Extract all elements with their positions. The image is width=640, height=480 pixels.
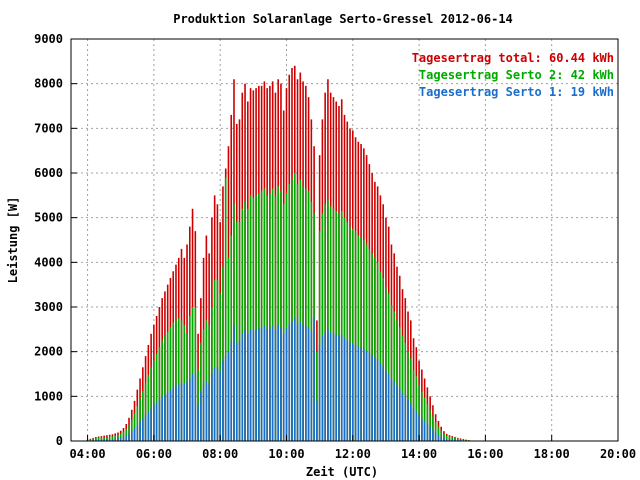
x-tick-label: 12:00 bbox=[335, 447, 371, 461]
y-tick-label: 2000 bbox=[34, 345, 63, 359]
y-tick-label: 3000 bbox=[34, 300, 63, 314]
x-tick-label: 14:00 bbox=[401, 447, 437, 461]
x-tick-label: 04:00 bbox=[70, 447, 106, 461]
x-tick-labels: 04:00 06:00 08:00 10:00 12:00 14:00 16:00 18:00… bbox=[70, 447, 637, 461]
chart-title: Produktion Solaranlage Serto-Gressel 201… bbox=[173, 12, 513, 26]
x-tick-label: 18:00 bbox=[534, 447, 570, 461]
x-tick-label: 20:00 bbox=[600, 447, 636, 461]
y-tick-label: 9000 bbox=[34, 32, 63, 46]
series-serto-1 bbox=[86, 318, 473, 441]
x-tick-label: 10:00 bbox=[268, 447, 304, 461]
y-axis-label: Leistung [W] bbox=[6, 197, 20, 284]
legend-entry-serto-2: Tagesertrag Serto 2: 42 kWh bbox=[419, 68, 614, 82]
y-tick-labels: 0 1000 2000 3000 4000 5000 6000 7000 8000 9000 bbox=[34, 32, 63, 448]
plot-bars bbox=[86, 65, 473, 441]
x-tick-label: 06:00 bbox=[136, 447, 172, 461]
y-tick-label: 0 bbox=[56, 434, 63, 448]
legend: Tagesertrag total: 60.44 kWh Tagesertrag… bbox=[412, 51, 614, 99]
axes bbox=[70, 38, 619, 442]
legend-entry-serto-1: Tagesertrag Serto 1: 19 kWh bbox=[419, 85, 614, 99]
y-tick-label: 7000 bbox=[34, 121, 63, 135]
y-tick-label: 4000 bbox=[34, 255, 63, 269]
y-tick-label: 6000 bbox=[34, 166, 63, 180]
y-tick-label: 1000 bbox=[34, 389, 63, 403]
y-tick-label: 8000 bbox=[34, 77, 63, 91]
x-tick-label: 16:00 bbox=[467, 447, 503, 461]
y-tick-label: 5000 bbox=[34, 211, 63, 225]
x-tick-label: 08:00 bbox=[202, 447, 238, 461]
legend-entry-total: Tagesertrag total: 60.44 kWh bbox=[412, 51, 614, 65]
plot-frame bbox=[70, 38, 619, 442]
x-axis-label: Zeit (UTC) bbox=[306, 465, 378, 479]
